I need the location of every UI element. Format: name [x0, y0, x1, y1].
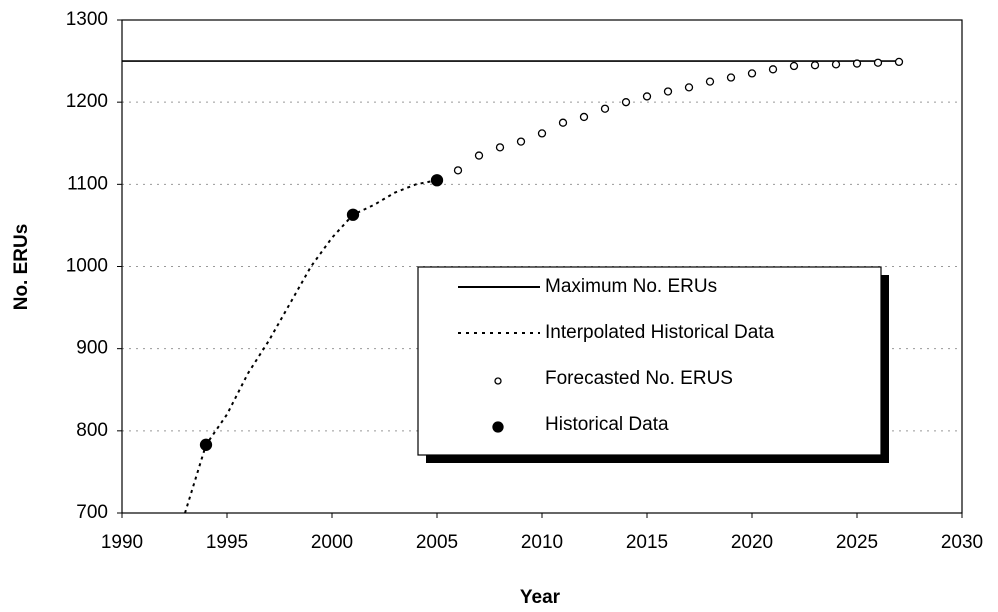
data-point	[516, 137, 526, 146]
legend-swatch	[494, 377, 502, 385]
data-point	[831, 60, 841, 69]
x-tick-label: 2025	[836, 532, 878, 553]
y-tick-label: 1100	[67, 173, 108, 194]
data-point	[663, 87, 673, 96]
data-point	[558, 118, 568, 127]
y-tick-label: 700	[76, 502, 108, 523]
data-point	[873, 58, 883, 67]
data-point	[579, 112, 589, 122]
data-point	[642, 92, 652, 101]
data-point	[537, 129, 547, 138]
x-tick-label: 2010	[521, 532, 563, 553]
data-point	[705, 77, 715, 86]
series-line	[184, 179, 438, 514]
data-point	[768, 65, 778, 74]
data-point	[430, 174, 444, 187]
data-point	[684, 83, 694, 92]
y-tick-label: 1000	[66, 256, 108, 277]
x-tick-label: 2030	[941, 532, 983, 553]
x-tick-label: 2020	[731, 532, 773, 553]
legend-label: Maximum No. ERUs	[545, 276, 717, 297]
data-point	[453, 166, 463, 175]
data-point	[726, 73, 736, 82]
legend-swatch	[492, 421, 504, 433]
legend-label: Historical Data	[545, 414, 669, 435]
data-point	[789, 61, 799, 71]
x-tick-label: 2015	[626, 532, 668, 553]
y-tick-label: 1200	[66, 91, 108, 112]
data-point	[852, 59, 862, 68]
plot-frame	[121, 19, 963, 514]
y-tick-label: 900	[76, 338, 108, 359]
data-point	[474, 151, 484, 160]
x-tick-label: 1995	[206, 532, 248, 553]
data-point	[495, 143, 505, 152]
y-tick-label: 800	[76, 420, 108, 441]
legend-label: Forecasted No. ERUS	[545, 368, 733, 389]
data-point	[199, 438, 213, 451]
x-axis-title: Year	[520, 587, 561, 608]
y-tick-label: 1300	[66, 9, 108, 30]
x-tick-label: 2005	[416, 532, 458, 553]
data-point	[810, 61, 820, 70]
x-tick-label: 2000	[311, 532, 353, 553]
data-point	[346, 208, 360, 221]
data-point	[600, 104, 610, 113]
legend-label: Interpolated Historical Data	[545, 322, 775, 343]
data-point	[747, 69, 757, 78]
x-tick-label: 1990	[101, 532, 143, 553]
data-point	[894, 57, 904, 67]
y-axis-title: No. ERUs	[11, 224, 32, 311]
data-point	[621, 98, 631, 107]
